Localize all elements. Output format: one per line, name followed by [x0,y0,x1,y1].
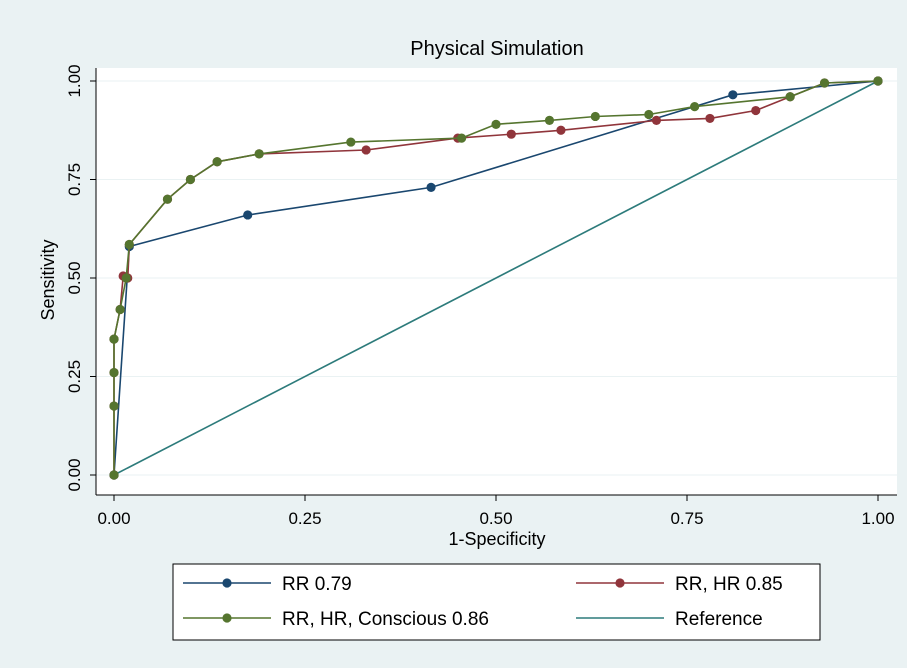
y-tick-label-4: 1.00 [65,64,84,97]
x-tick-label-1: 0.25 [288,509,321,528]
legend-item-rr-0-79: RR 0.79 [183,574,352,595]
y-tick-label-2: 0.50 [65,261,84,294]
legend: RR 0.79 RR, HR 0.85 RR, HR, Conscious 0.86… [183,574,783,630]
legend-marker-rr-0-79 [222,578,232,588]
data-point-rr-0-79-5 [728,90,738,100]
data-point-rr-hr-conscious-0-86-10 [254,149,264,159]
series-line-reference [113,80,879,476]
x-tick-label-2: 0.50 [479,509,512,528]
legend-label-rr-hr-conscious-0-86: RR, HR, Conscious 0.86 [282,609,489,630]
y-axis-label: Sensitivity [38,239,58,320]
data-point-rr-hr-conscious-0-86-6 [124,239,134,250]
data-point-rr-hr-0-85-18 [751,105,761,116]
data-point-rr-hr-0-85-16 [651,115,662,125]
data-point-rr-hr-conscious-0-86-19 [819,78,830,88]
chart-title: Physical Simulation [410,38,583,60]
data-point-rr-hr-conscious-0-86-12 [457,133,467,143]
legend-marker-rr-hr-0-85 [615,578,625,588]
data-point-rr-hr-conscious-0-86-2 [109,367,119,378]
y-tick-label-1: 0.25 [65,360,84,393]
data-point-rr-hr-conscious-0-86-20 [873,76,883,86]
data-point-rr-hr-0-85-12 [361,145,371,155]
y-tick-label-0: 0.00 [65,458,84,491]
series-reference [113,80,879,476]
data-point-rr-hr-conscious-0-86-4 [115,304,125,315]
series-line-rr-0-79 [113,80,879,476]
y-tick-label-3: 0.75 [65,163,84,196]
data-point-rr-hr-conscious-0-86-16 [644,109,654,120]
x-tick-label-0: 0.00 [97,509,130,528]
legend-item-reference: Reference [576,609,763,630]
data-point-rr-hr-conscious-0-86-7 [162,194,173,204]
data-point-rr-hr-0-85-15 [556,125,566,135]
data-point-rr-hr-conscious-0-86-13 [491,119,501,129]
series-layer [109,76,883,480]
x-axis-ticks: 0.00 0.25 0.50 0.75 1.00 [97,495,895,528]
legend-box [172,563,821,641]
legend-marker-rr-hr-conscious-0-86 [222,613,232,623]
legend-label-rr-0-79: RR 0.79 [282,574,352,595]
x-tick-label-4: 1.00 [861,509,894,528]
x-axis-label: 1-Specificity [448,529,545,549]
data-point-rr-hr-0-85-17 [705,113,715,124]
data-point-rr-hr-conscious-0-86-5 [121,273,131,283]
data-point-rr-hr-conscious-0-86-1 [109,401,119,411]
data-point-rr-hr-conscious-0-86-9 [212,157,222,167]
data-point-rr-hr-conscious-0-86-18 [785,92,795,102]
data-point-rr-hr-conscious-0-86-0 [109,470,119,480]
data-point-rr-0-79-3 [243,210,253,220]
data-point-rr-hr-conscious-0-86-17 [690,102,700,112]
plot-region-background [96,68,897,495]
x-tick-label-3: 0.75 [670,509,703,528]
legend-item-rr-hr-0-85: RR, HR 0.85 [576,574,783,595]
data-point-rr-hr-0-85-14 [506,129,516,139]
legend-item-rr-hr-conscious-0-86: RR, HR, Conscious 0.86 [183,609,489,630]
data-point-rr-hr-conscious-0-86-14 [544,115,555,125]
legend-label-rr-hr-0-85: RR, HR 0.85 [675,574,783,595]
data-point-rr-hr-conscious-0-86-8 [185,174,195,185]
y-axis-ticks: 0.00 0.25 0.50 0.75 1.00 [65,64,96,492]
series-rr-hr-conscious-0-86 [109,76,883,480]
data-point-rr-hr-conscious-0-86-3 [109,334,119,344]
data-point-rr-0-79-4 [426,182,436,192]
data-point-rr-hr-conscious-0-86-15 [590,111,600,122]
legend-label-reference: Reference [675,609,763,630]
data-point-rr-hr-conscious-0-86-11 [346,137,356,147]
